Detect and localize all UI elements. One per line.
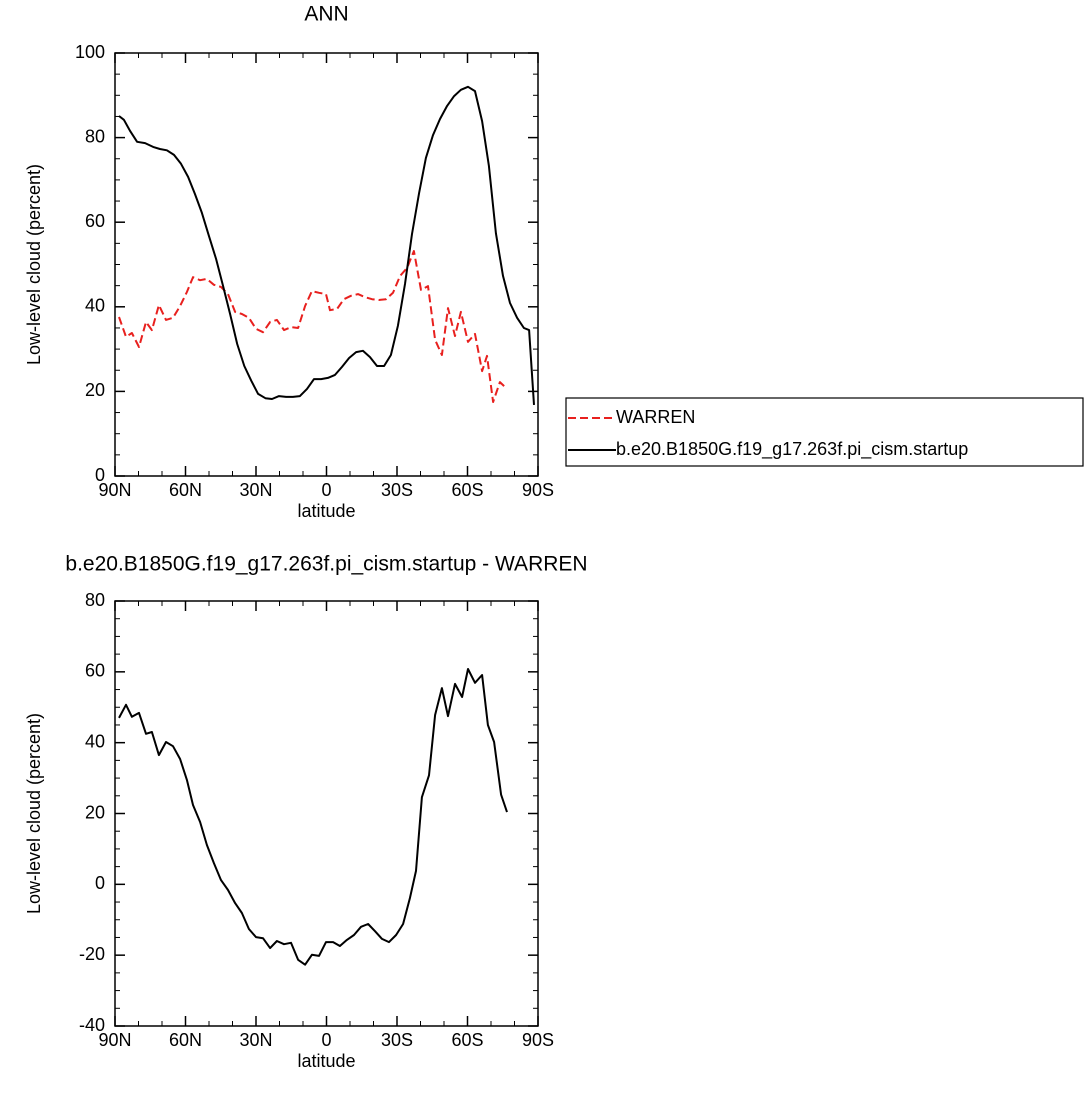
x-tick-label: 90N [98,1030,131,1050]
data-line [118,250,508,403]
x-tick-label: 0 [321,480,331,500]
legend-label: b.e20.B1850G.f19_g17.263f.pi_cism.startu… [616,439,968,460]
plot-frame [114,52,539,477]
y-tick-label: 100 [75,42,105,62]
x-tick-label: 90S [522,480,554,500]
y-tick-label: 60 [85,661,105,681]
y-tick-label: -40 [79,1015,105,1035]
y-tick-label: 20 [85,802,105,822]
data-line [118,85,535,405]
x-tick-label: 90S [522,1030,554,1050]
x-tick-label: 30N [239,1030,272,1050]
legend-label: WARREN [616,407,695,427]
y-tick-label: 20 [85,380,105,400]
x-tick-label: 0 [321,1030,331,1050]
x-tick-label: 90N [98,480,131,500]
x-axis-label: latitude [297,1051,355,1071]
plot-frame [114,600,539,1027]
y-tick-label: 40 [85,731,105,751]
x-tick-label: 60N [169,480,202,500]
x-tick-label: 30N [239,480,272,500]
y-tick-label: 0 [95,873,105,893]
x-axis-label: latitude [297,501,355,521]
x-tick-label: 30S [381,480,413,500]
data-line [118,668,508,966]
x-tick-label: 60S [451,480,483,500]
y-tick-label: 40 [85,296,105,316]
y-tick-label: -20 [79,944,105,964]
y-tick-label: 60 [85,211,105,231]
chart-title: b.e20.B1850G.f19_g17.263f.pi_cism.startu… [65,553,587,576]
y-axis-label: Low-level cloud (percent) [24,713,44,914]
x-tick-label: 60N [169,1030,202,1050]
x-tick-label: 30S [381,1030,413,1050]
y-tick-label: 80 [85,126,105,146]
y-tick-label: 80 [85,590,105,610]
y-axis-label: Low-level cloud (percent) [24,164,44,365]
x-tick-label: 60S [451,1030,483,1050]
chart-title: ANN [304,3,348,26]
y-tick-label: 0 [95,465,105,485]
legend-box [565,397,1084,467]
